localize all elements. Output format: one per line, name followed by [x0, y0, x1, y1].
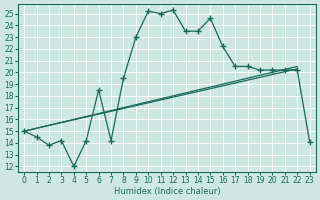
X-axis label: Humidex (Indice chaleur): Humidex (Indice chaleur) — [114, 187, 220, 196]
